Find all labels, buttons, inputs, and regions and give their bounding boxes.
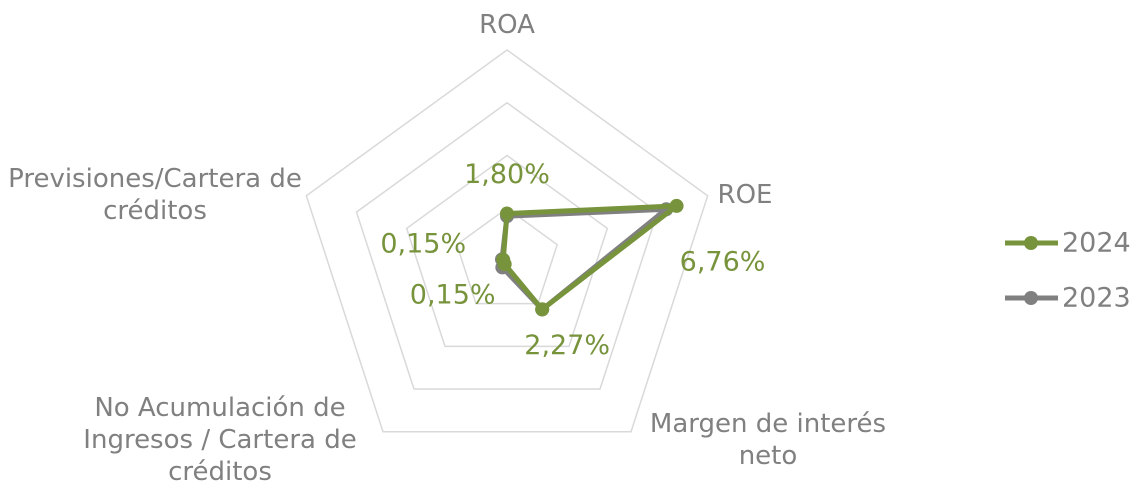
point bbox=[669, 198, 684, 213]
axis-label: Previsiones/Cartera de créditos bbox=[8, 164, 302, 226]
data-label: 6,76% bbox=[680, 246, 766, 277]
axis-label: ROE bbox=[717, 180, 773, 210]
legend-marker bbox=[1024, 236, 1038, 250]
grid-ring bbox=[455, 207, 559, 305]
data-label: 0,15% bbox=[380, 228, 466, 259]
axis-label: ROA bbox=[479, 10, 535, 40]
grid-ring bbox=[405, 154, 609, 348]
data-label: 1,80% bbox=[464, 159, 550, 190]
axis-label: Margen de interés neto bbox=[649, 409, 887, 471]
series-line bbox=[500, 203, 680, 312]
grid-ring bbox=[305, 49, 709, 433]
axis-label: No Acumulación de Ingresos / Cartera de … bbox=[83, 393, 357, 487]
legend-marker bbox=[1024, 291, 1038, 305]
grid-ring bbox=[355, 101, 659, 390]
point bbox=[535, 302, 550, 317]
point bbox=[496, 252, 511, 267]
legend-label: 2023 bbox=[1062, 283, 1131, 314]
data-label: 2,27% bbox=[524, 330, 610, 361]
point bbox=[500, 206, 514, 221]
legend-label: 2024 bbox=[1062, 228, 1131, 259]
data-label: 0,15% bbox=[410, 280, 496, 311]
